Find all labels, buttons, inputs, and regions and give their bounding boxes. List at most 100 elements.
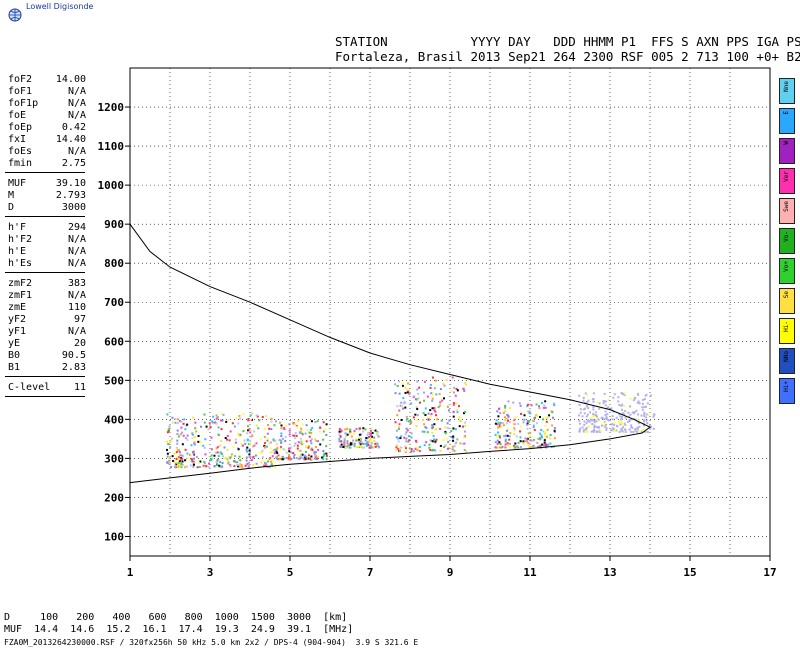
echo-point bbox=[551, 411, 554, 414]
echo-point bbox=[249, 418, 252, 421]
echo-point bbox=[645, 419, 648, 422]
echo-point bbox=[178, 460, 181, 463]
echo-point bbox=[400, 401, 403, 404]
echo-point bbox=[186, 423, 189, 426]
echo-point bbox=[404, 433, 407, 436]
echo-point bbox=[296, 447, 299, 450]
echo-point bbox=[366, 437, 369, 440]
echo-point bbox=[309, 428, 312, 431]
echo-point bbox=[504, 444, 507, 447]
echo-point bbox=[323, 454, 326, 457]
echo-point bbox=[398, 449, 401, 452]
echo-point bbox=[311, 448, 314, 451]
echo-point bbox=[592, 413, 595, 416]
echo-point bbox=[265, 445, 268, 448]
echo-point bbox=[585, 422, 588, 425]
echo-point bbox=[251, 434, 254, 437]
echo-band bbox=[166, 412, 276, 469]
echo-point bbox=[294, 437, 297, 440]
echo-point bbox=[597, 418, 600, 421]
echo-point bbox=[401, 382, 404, 385]
echo-point bbox=[180, 457, 183, 460]
echo-point bbox=[637, 400, 640, 403]
echo-point bbox=[587, 419, 590, 422]
param-label: C-level bbox=[8, 382, 51, 393]
echo-point bbox=[416, 446, 419, 449]
echo-point bbox=[269, 447, 272, 450]
echo-point bbox=[190, 454, 193, 457]
echo-point bbox=[584, 392, 587, 395]
param-label: B1 bbox=[8, 362, 21, 373]
echo-point bbox=[643, 413, 646, 416]
echo-point bbox=[353, 446, 356, 449]
echo-point bbox=[423, 380, 426, 383]
echo-point bbox=[497, 421, 500, 424]
echo-point bbox=[406, 417, 409, 420]
param-row-m: M 2.793 bbox=[8, 190, 86, 202]
echo-point bbox=[177, 461, 180, 464]
echo-point bbox=[498, 436, 501, 439]
echo-point bbox=[456, 411, 459, 414]
param-value: 294 bbox=[67, 222, 86, 233]
echo-point bbox=[245, 456, 248, 459]
echo-point bbox=[436, 418, 439, 421]
echo-point bbox=[289, 457, 292, 460]
echo-point bbox=[619, 415, 622, 418]
echo-point bbox=[281, 455, 284, 458]
echo-point bbox=[227, 462, 230, 465]
echo-point bbox=[184, 437, 187, 440]
echo-point bbox=[233, 465, 236, 468]
echo-point bbox=[638, 402, 641, 405]
echo-point bbox=[316, 457, 319, 460]
echo-point bbox=[494, 422, 497, 425]
param-row-fxi: fxI 14.40 bbox=[8, 134, 86, 146]
echo-point bbox=[417, 397, 420, 400]
echo-point bbox=[263, 427, 266, 430]
echo-point bbox=[621, 412, 624, 415]
echo-point bbox=[636, 428, 639, 431]
echo-point bbox=[622, 426, 625, 429]
echo-point bbox=[176, 439, 179, 442]
echo-point bbox=[340, 443, 343, 446]
echo-point bbox=[338, 433, 341, 436]
echo-point bbox=[464, 430, 467, 433]
echo-point bbox=[637, 422, 640, 425]
echo-point bbox=[261, 416, 264, 419]
echo-point bbox=[305, 424, 308, 427]
echo-point bbox=[503, 419, 506, 422]
echo-point bbox=[635, 409, 638, 412]
echo-point bbox=[448, 419, 451, 422]
echo-point bbox=[618, 403, 621, 406]
echo-point bbox=[320, 456, 323, 459]
echo-point bbox=[586, 406, 589, 409]
echo-point bbox=[611, 427, 614, 430]
echo-point bbox=[406, 429, 409, 432]
echo-point bbox=[459, 418, 462, 421]
param-label: h'F bbox=[8, 222, 27, 233]
echo-point bbox=[211, 420, 214, 423]
echo-point bbox=[297, 458, 300, 461]
echo-point bbox=[359, 440, 362, 443]
param-value: 2.83 bbox=[61, 362, 86, 373]
echo-point bbox=[604, 421, 607, 424]
echo-point bbox=[293, 453, 296, 456]
echo-point bbox=[193, 442, 196, 445]
echo-point bbox=[519, 440, 522, 443]
echo-point bbox=[237, 465, 240, 468]
echo-point bbox=[494, 441, 497, 444]
echo-point bbox=[174, 464, 177, 467]
echo-point bbox=[611, 418, 614, 421]
param-value: N/A bbox=[67, 146, 86, 157]
echo-point bbox=[607, 399, 610, 402]
echo-point bbox=[400, 419, 403, 422]
echo-point bbox=[410, 450, 413, 453]
echo-point bbox=[494, 446, 497, 449]
echo-point bbox=[245, 448, 248, 451]
param-label: MUF bbox=[8, 178, 27, 189]
echo-point bbox=[607, 406, 610, 409]
echo-point bbox=[395, 449, 398, 452]
echo-point bbox=[310, 448, 313, 451]
echo-point bbox=[266, 437, 269, 440]
echo-point bbox=[359, 446, 362, 449]
echo-point bbox=[301, 443, 304, 446]
